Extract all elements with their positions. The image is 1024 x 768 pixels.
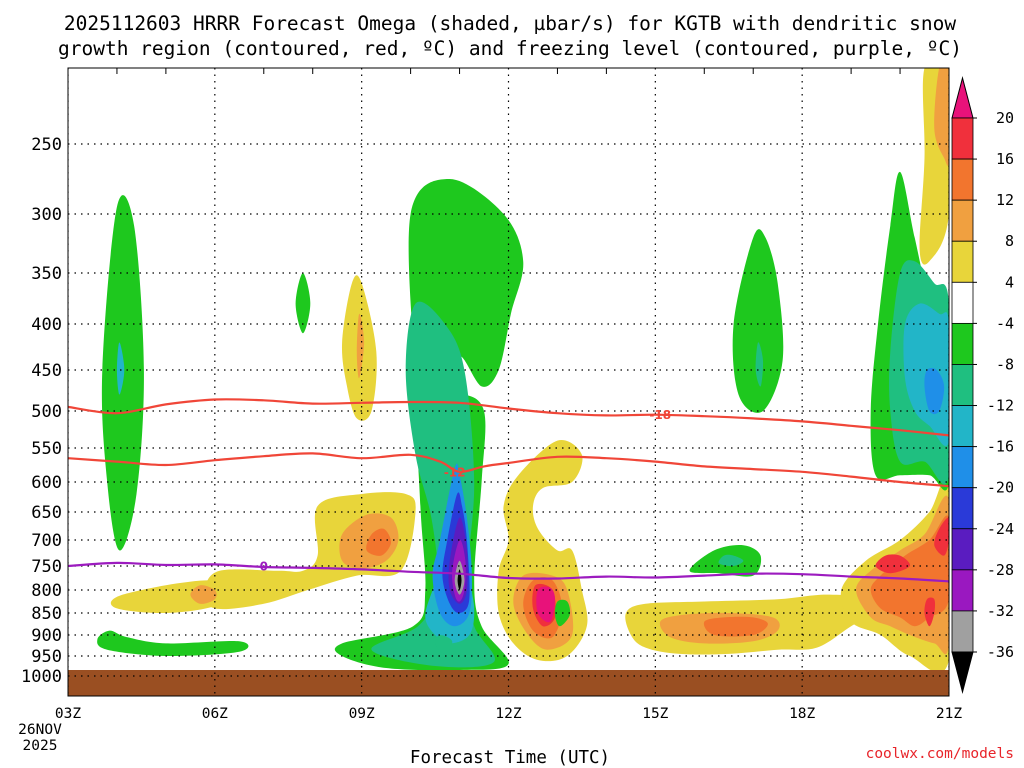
colorbar-bin-4 (951, 240, 974, 283)
omega-region-3 (295, 273, 311, 334)
temperature-contours: -12 -18 0 (68, 398, 949, 583)
omega-region-2 (97, 630, 249, 657)
y-tick-850: 850 (31, 604, 62, 624)
colorbar-label-10: -24 (987, 520, 1014, 538)
y-tick-600: 600 (31, 473, 62, 493)
y-tick-800: 800 (31, 581, 62, 601)
colorbar-label-12: -32 (987, 602, 1014, 620)
x-tick-12Z: 12Z (495, 706, 521, 722)
y-tick-400: 400 (31, 315, 62, 335)
colorbar-bin-1 (951, 117, 974, 160)
colorbar-bin-2 (951, 158, 974, 201)
colorbar-label-8: -16 (987, 438, 1014, 456)
colorbar-bin-10 (951, 487, 974, 530)
omega-region-44 (924, 367, 945, 415)
chart-title-line-1: 2025112603 HRRR Forecast Omega (shaded, … (64, 12, 956, 35)
colorbar-label-6: -8 (996, 355, 1014, 373)
plot-frame (67, 67, 950, 697)
y-tick-300: 300 (31, 205, 62, 225)
x-date-day: 26NOV (18, 722, 62, 738)
y-tick-350: 350 (31, 264, 62, 284)
y-tick-250: 250 (31, 135, 62, 155)
x-tick-21Z: 21Z (936, 706, 962, 722)
colorbar-label-4: 4 (1005, 273, 1014, 291)
omega-region-19 (366, 528, 392, 556)
gridlines (68, 68, 949, 696)
x-tick-06Z: 06Z (202, 706, 228, 722)
omega-region-31 (755, 342, 764, 387)
omega-region-21 (190, 585, 217, 604)
colorbar-label-1: 16 (996, 150, 1014, 168)
omega-region-40 (934, 517, 949, 556)
x-date-year: 2025 (23, 738, 58, 754)
x-axis-label: Forecast Time (UTC) (410, 748, 610, 768)
y-tick-1000: 1000 (21, 667, 62, 687)
omega-region-1 (116, 342, 125, 395)
y-tick-750: 750 (31, 557, 62, 577)
colorbar-bin-5 (951, 281, 974, 324)
colorbar-label-2: 12 (996, 191, 1014, 209)
y-tick-700: 700 (31, 531, 62, 551)
dgz-minus-12-label: -12 (444, 465, 466, 479)
colorbar-bin-7 (951, 364, 974, 406)
y-tick-500: 500 (31, 402, 62, 422)
y-tick-550: 550 (31, 439, 62, 459)
colorbar-bin-13 (951, 610, 974, 653)
colorbar-bin-11 (951, 528, 974, 571)
colorbar-label-3: 8 (1005, 232, 1014, 250)
omega-region-29 (718, 554, 744, 567)
x-tick-09Z: 09Z (349, 706, 375, 722)
omega-region-39 (924, 597, 936, 627)
colorbar-legend: 20 16 12 8 4 -4 -8 -12 -16 -20 -24 -28 -32 -36 (951, 76, 1014, 694)
omega-shading (97, 68, 949, 673)
omega-region-16 (356, 313, 365, 379)
colorbar-label-0: 20 (996, 109, 1014, 127)
dgz-minus-12-line (68, 452, 949, 488)
colorbar-bin-3 (951, 199, 974, 242)
x-axis-time: 03Z 06Z 09Z 12Z 15Z 18Z 21Z (55, 706, 962, 722)
omega-region-34 (703, 616, 768, 637)
colorbar-label-5: -4 (996, 314, 1014, 332)
y-tick-650: 650 (31, 503, 62, 523)
ground-surface (68, 670, 949, 696)
colorbar-label-13: -36 (987, 643, 1014, 661)
colorbar-top-triangle (951, 76, 974, 119)
dgz-minus-18-line (68, 398, 949, 437)
colorbar-bottom-triangle (951, 651, 974, 694)
colorbar-label-11: -28 (987, 561, 1014, 579)
chart-title-line-2: growth region (contoured, red, ºC) and f… (58, 37, 962, 60)
omega-region-38 (875, 554, 911, 574)
y-tick-950: 950 (31, 647, 62, 667)
x-tick-03Z: 03Z (55, 706, 81, 722)
omega-region-46 (934, 68, 949, 166)
colorbar-bin-6 (951, 322, 974, 365)
plot-area: -12 -18 0 (68, 68, 949, 696)
y-tick-900: 900 (31, 626, 62, 646)
freezing-level-label: 0 (260, 560, 268, 574)
colorbar-label-9: -20 (987, 479, 1014, 497)
freezing-level-line (68, 561, 949, 583)
credit-text: coolwx.com/models (866, 746, 1014, 762)
colorbar-bin-12 (951, 569, 974, 612)
omega-region-14 (434, 634, 453, 654)
colorbar-bin-9 (951, 446, 974, 489)
y-tick-450: 450 (31, 361, 62, 381)
chart-title: 2025112603 HRRR Forecast Omega (shaded, … (58, 12, 962, 60)
colorbar-bin-8 (951, 405, 974, 448)
x-tick-18Z: 18Z (789, 706, 815, 722)
y-axis-pressure: 2503003504004505005506006507007508008509… (21, 135, 62, 687)
dgz-minus-18-label: -18 (649, 408, 671, 422)
colorbar-label-7: -12 (987, 397, 1014, 415)
omega-region-30 (732, 229, 784, 413)
x-tick-15Z: 15Z (642, 706, 668, 722)
